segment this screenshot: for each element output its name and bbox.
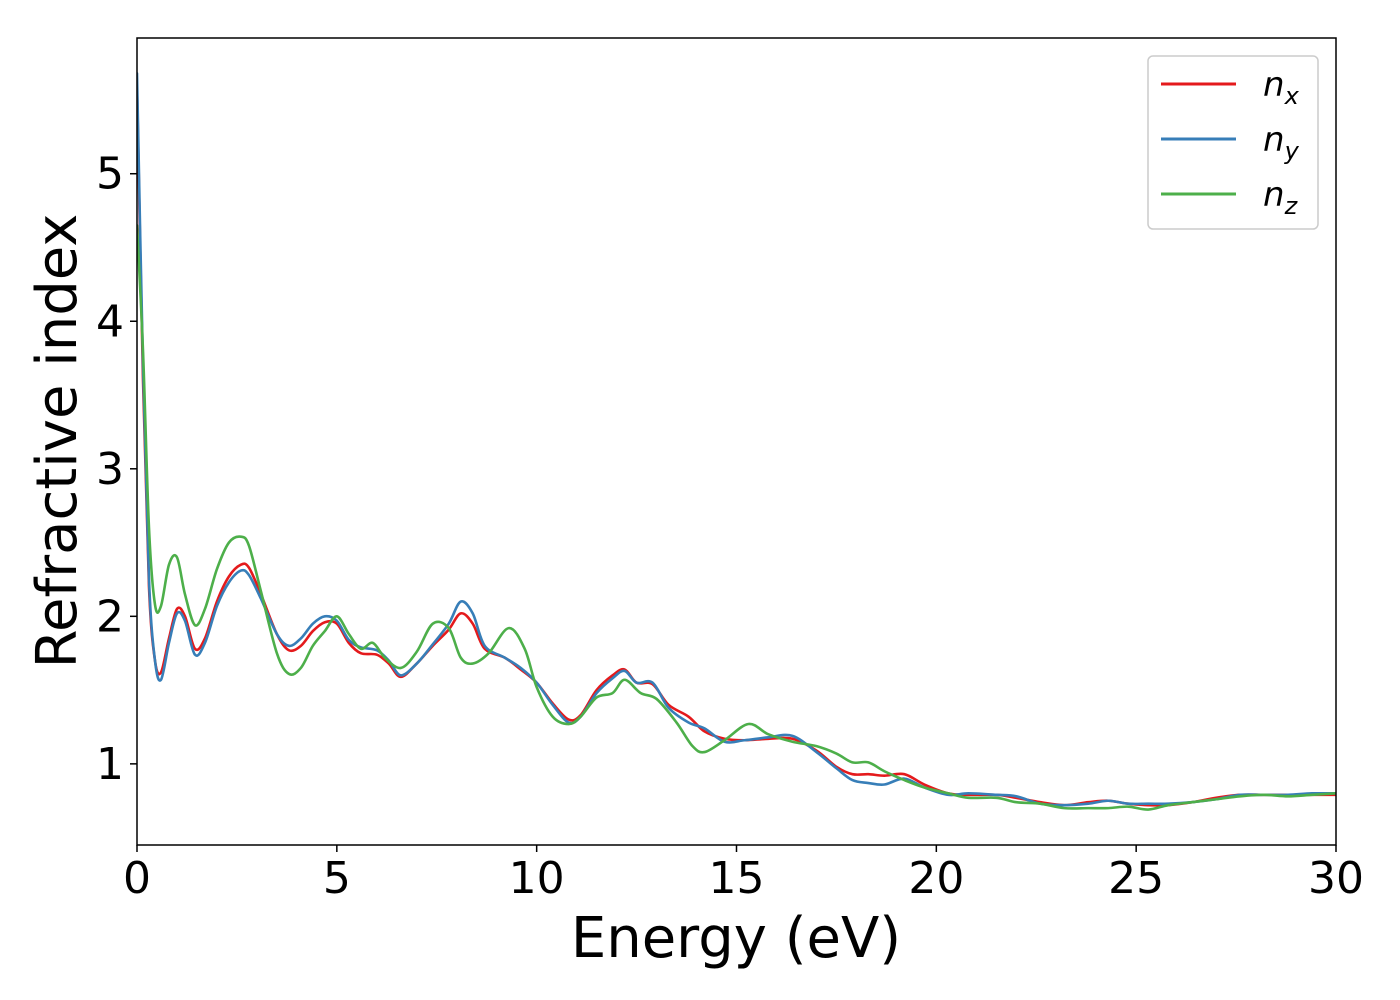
y-axis-ticks: 1 2 3 4 5 [96,149,137,790]
legend-label-subscript: y [1284,137,1300,165]
legend-label-subscript: z [1284,192,1299,220]
legend-label-ny: ny [1263,120,1300,165]
legend-label-main: n [1263,65,1285,105]
x-tick-label: 25 [1108,853,1164,904]
series-line-nz [137,224,1336,811]
y-tick-label: 3 [96,444,124,495]
x-tick-label: 20 [908,853,964,904]
x-axis-ticks: 0 5 10 15 20 25 30 [123,845,1364,904]
y-axis-label: Refractive index [25,214,90,669]
y-tick-label: 5 [96,149,124,200]
x-tick-label: 30 [1308,853,1364,904]
y-tick-label: 1 [96,739,124,790]
x-axis-label: Energy (eV) [571,906,901,971]
legend-label-subscript: x [1284,82,1300,110]
x-tick-label: 10 [509,853,565,904]
legend-label-nz: nz [1263,175,1299,220]
legend-label-main: n [1263,175,1285,215]
y-tick-label: 2 [96,591,124,642]
x-tick-label: 15 [709,853,765,904]
series-layer [137,72,1336,811]
legend-label-nx: nx [1263,65,1300,110]
x-tick-label: 5 [323,853,351,904]
x-tick-label: 0 [123,853,151,904]
legend-box [1147,55,1319,230]
legend-label-main: n [1263,120,1285,160]
y-tick-label: 4 [96,296,124,347]
